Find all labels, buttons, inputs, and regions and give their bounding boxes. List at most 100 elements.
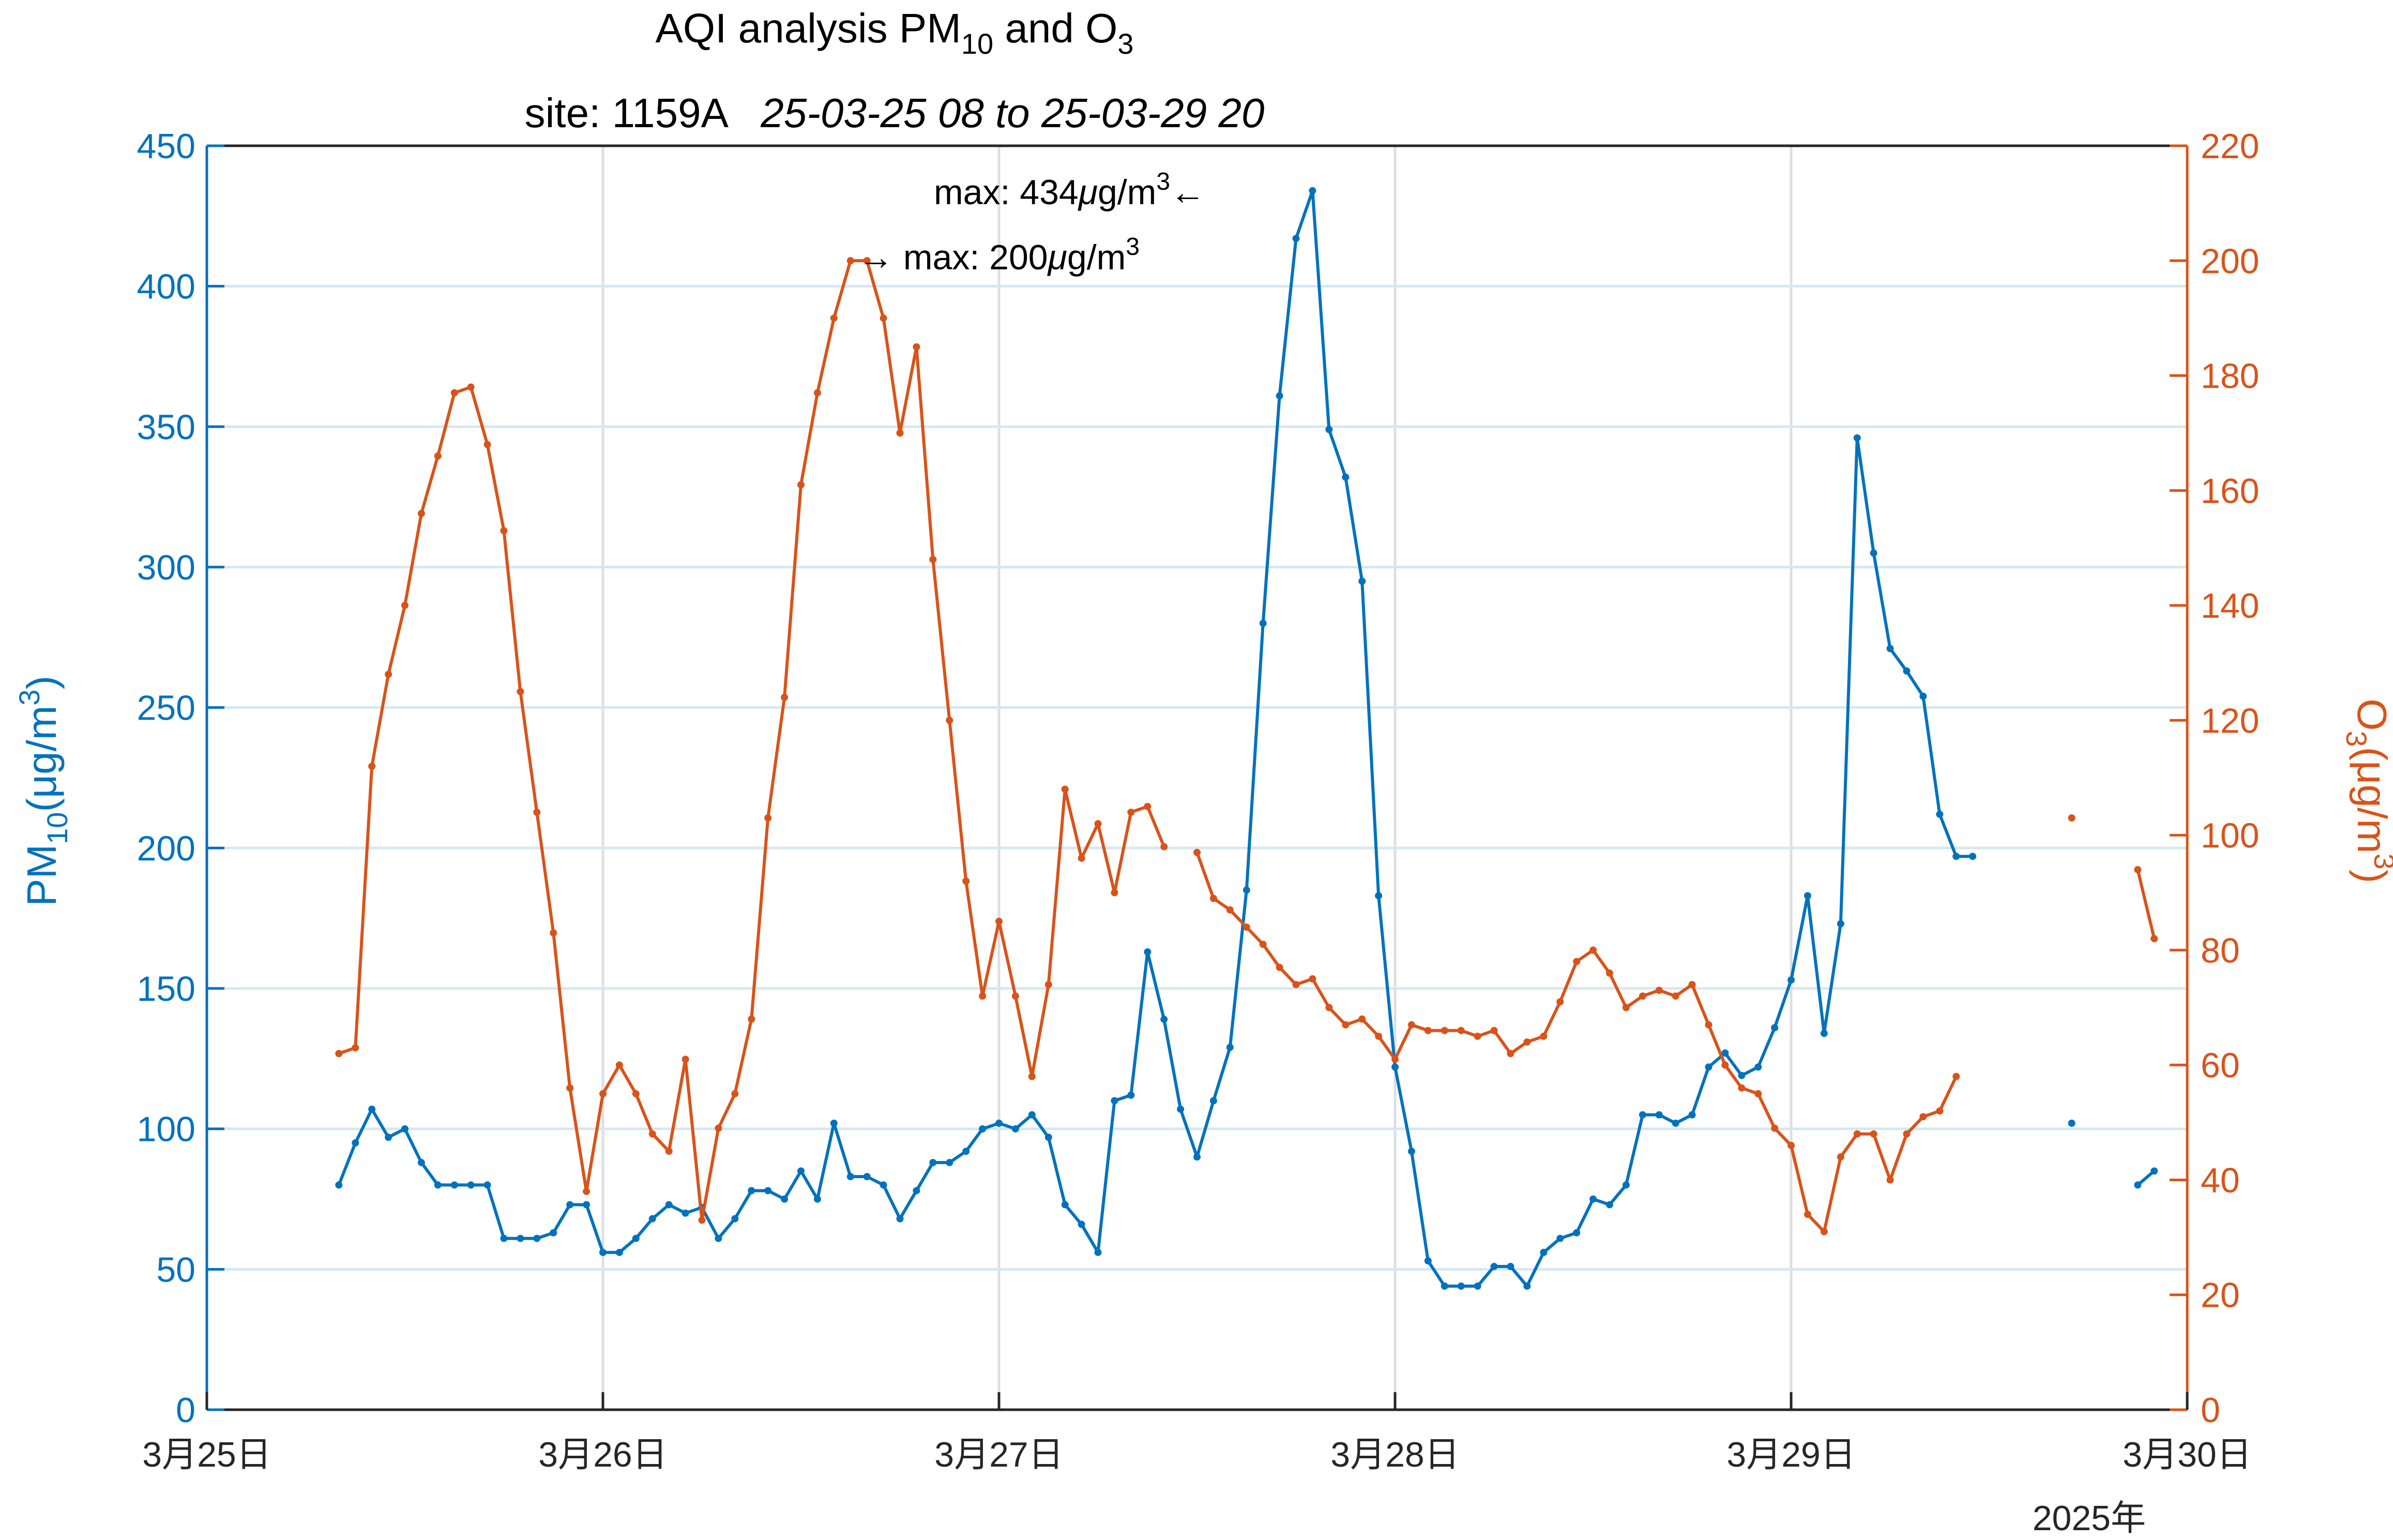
data-point-pm10 (1738, 1072, 1746, 1079)
data-point-pm10 (2068, 1119, 2076, 1127)
data-point-o3 (1028, 1073, 1036, 1080)
data-point-pm10 (500, 1234, 508, 1242)
y-right-tick-label: 200 (2201, 241, 2259, 281)
data-point-pm10 (1903, 667, 1911, 675)
data-point-o3 (979, 992, 987, 1000)
data-point-o3 (1688, 981, 1696, 988)
data-point-pm10 (1358, 577, 1366, 585)
data-point-o3 (1078, 855, 1085, 862)
data-point-o3 (1276, 964, 1283, 971)
data-point-pm10 (648, 1215, 656, 1223)
data-point-o3 (1375, 1032, 1383, 1040)
data-point-o3 (1771, 1124, 1779, 1132)
ylab-left-sup: 3 (13, 690, 46, 706)
data-point-pm10 (863, 1173, 871, 1180)
x-tick-label: 3月29日 (1726, 1435, 1855, 1474)
data-point-o3 (1424, 1027, 1432, 1034)
data-point-o3 (417, 510, 425, 517)
data-point-pm10 (1144, 948, 1152, 956)
data-point-pm10 (1407, 1148, 1415, 1155)
data-point-o3 (1721, 1061, 1729, 1069)
chart-subtitle: site: 1159A 25-03-25 08 to 25-03-29 20 (525, 90, 1265, 136)
data-point-o3 (533, 809, 541, 816)
data-point-o3 (681, 1056, 689, 1063)
data-point-o3 (715, 1124, 722, 1132)
data-point-pm10 (929, 1158, 937, 1166)
data-point-o3 (385, 670, 392, 678)
data-point-pm10 (846, 1173, 854, 1180)
data-point-pm10 (550, 1229, 557, 1237)
data-point-pm10 (1886, 645, 1894, 652)
y-axis-right-label: O3(μg/m3) (2340, 698, 2393, 883)
data-point-pm10 (1540, 1248, 1548, 1256)
y-axis-left-label: PM10(μg/m3) (13, 676, 73, 906)
y-right-tick-label: 60 (2201, 1046, 2240, 1085)
data-point-pm10 (483, 1181, 491, 1189)
data-point-pm10 (748, 1187, 755, 1195)
annotation-o3-max: → max: 200μg/m3 (858, 233, 1140, 277)
data-point-o3 (830, 314, 838, 322)
data-point-o3 (1490, 1027, 1498, 1034)
data-point-pm10 (1788, 976, 1795, 984)
data-point-pm10 (1672, 1119, 1679, 1127)
data-point-o3 (1788, 1141, 1795, 1149)
data-point-o3 (1507, 1050, 1514, 1057)
data-point-o3 (913, 343, 920, 350)
y-right-tick-label: 100 (2201, 816, 2259, 856)
data-point-o3 (665, 1147, 673, 1155)
data-point-o3 (1160, 843, 1168, 850)
data-point-o3 (500, 527, 508, 535)
data-point-pm10 (1193, 1153, 1201, 1161)
y-right-tick-label: 0 (2201, 1391, 2220, 1430)
data-point-o3 (1573, 958, 1581, 966)
data-point-pm10 (1721, 1049, 1729, 1057)
ylab-left-base: PM (19, 844, 65, 906)
data-point-pm10 (1457, 1282, 1465, 1290)
data-point-pm10 (1556, 1234, 1564, 1242)
data-point-pm10 (401, 1125, 408, 1133)
data-point-pm10 (1342, 474, 1350, 481)
data-point-o3 (946, 716, 953, 724)
data-point-pm10 (1820, 1029, 1828, 1037)
data-point-pm10 (2150, 1167, 2158, 1175)
data-point-o3 (1358, 1015, 1366, 1023)
data-point-o3 (1820, 1228, 1828, 1236)
series-line-pm10 (337, 189, 1973, 1288)
data-point-pm10 (1325, 425, 1333, 433)
data-point-o3 (1672, 992, 1679, 1000)
data-point-o3 (698, 1216, 706, 1224)
x-tick-label: 3月26日 (538, 1435, 667, 1474)
y-right-tick-label: 160 (2201, 471, 2259, 511)
data-point-o3 (1441, 1027, 1448, 1034)
data-point-o3 (1903, 1130, 1911, 1138)
data-point-pm10 (1490, 1262, 1498, 1270)
ylab-left-close: ) (19, 676, 65, 690)
x-axis-year-label: 2025年 (2033, 1499, 2146, 1538)
data-point-pm10 (781, 1195, 789, 1203)
data-point-o3 (1226, 906, 1234, 914)
data-point-pm10 (1870, 549, 1877, 557)
title-middle: and O (993, 5, 1117, 51)
data-point-pm10 (913, 1187, 920, 1195)
ann2-text: max: 200 (893, 238, 1048, 277)
y-right-tick-label: 40 (2201, 1161, 2240, 1200)
data-point-pm10 (1226, 1044, 1234, 1051)
data-point-o3 (1655, 986, 1663, 994)
y-left-tick-label: 0 (176, 1391, 195, 1430)
data-point-o3 (467, 383, 475, 391)
ann2-arrow: → (858, 238, 893, 277)
data-point-o3 (583, 1187, 590, 1195)
data-point-pm10 (1771, 1024, 1779, 1032)
data-point-pm10 (517, 1234, 524, 1242)
data-point-pm10 (946, 1158, 953, 1166)
data-point-pm10 (1936, 811, 1944, 818)
data-point-pm10 (1028, 1111, 1036, 1119)
grid (207, 146, 2187, 1410)
data-point-o3 (1457, 1027, 1465, 1034)
data-point-o3 (1094, 820, 1102, 828)
data-point-pm10 (1375, 892, 1383, 899)
data-point-o3 (1259, 940, 1267, 948)
data-point-pm10 (1919, 692, 1927, 700)
ylab-left-sub: 10 (41, 812, 73, 844)
